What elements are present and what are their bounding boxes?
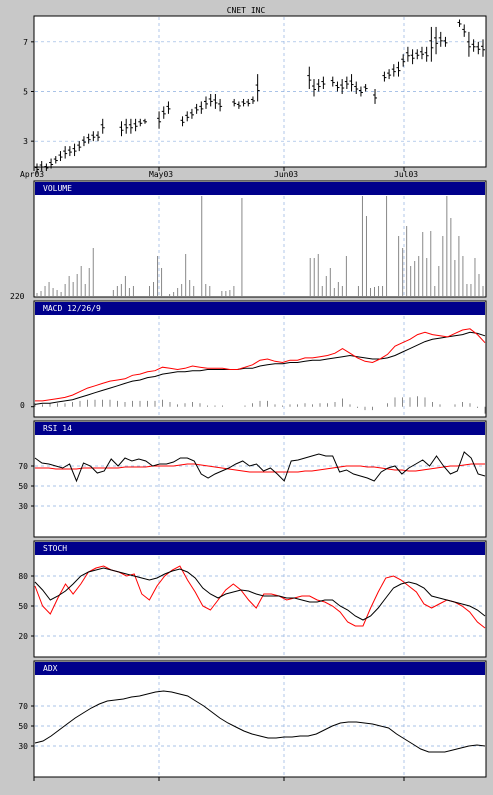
stoch-grid xyxy=(35,556,485,656)
chart-title: CNET INC xyxy=(227,6,266,15)
adx-panel: ADX 30 50 70 xyxy=(18,660,487,781)
y-tick-label: 20 xyxy=(18,632,28,641)
x-tick-label: Apr03 xyxy=(20,170,44,179)
y-tick-label: 30 xyxy=(18,502,28,511)
stoch-y-ticks: 20 50 80 xyxy=(18,572,34,641)
macd-header xyxy=(35,302,485,315)
rsi-line xyxy=(34,451,486,483)
macd-panel: MACD 12/26/9 0 xyxy=(20,300,487,418)
price-y-ticks: 3 5 7 xyxy=(23,38,34,146)
rsi-header xyxy=(35,422,485,435)
volume-panel: VOLUME 220 xyxy=(10,180,487,301)
macd-y-label: 0 xyxy=(20,401,25,410)
price-bars xyxy=(35,19,485,174)
y-tick-label: 70 xyxy=(18,702,28,711)
adx-label: ADX xyxy=(43,664,58,673)
volume-bars xyxy=(36,196,484,296)
volume-label: VOLUME xyxy=(43,184,72,193)
y-tick-label: 3 xyxy=(23,137,28,146)
volume-y-label: 220 xyxy=(10,292,25,301)
macd-line xyxy=(35,328,486,402)
rsi-grid xyxy=(35,436,485,536)
x-tick-label: May03 xyxy=(149,170,173,179)
rsi-panel: RSI 14 30 50 70 xyxy=(18,420,487,538)
stoch-label: STOCH xyxy=(43,544,67,553)
y-tick-label: 50 xyxy=(18,722,28,731)
y-tick-label: 80 xyxy=(18,572,28,581)
macd-signal-line xyxy=(34,331,486,405)
y-tick-label: 70 xyxy=(18,462,28,471)
stoch-d-line xyxy=(34,567,486,621)
y-tick-label: 50 xyxy=(18,602,28,611)
rsi-y-ticks: 30 50 70 xyxy=(18,462,34,511)
macd-grid xyxy=(31,316,405,416)
y-tick-label: 30 xyxy=(18,742,28,751)
volume-grid xyxy=(158,196,405,296)
adx-grid xyxy=(33,676,485,781)
adx-header xyxy=(35,662,485,675)
x-axis-labels: Apr03 May03 Jun03 Jul03 xyxy=(20,167,418,179)
stoch-header xyxy=(35,542,485,555)
stoch-panel: STOCH 20 50 80 xyxy=(18,540,487,658)
x-tick-label: Jul03 xyxy=(394,170,418,179)
rsi-label: RSI 14 xyxy=(43,424,72,433)
adx-y-ticks: 30 50 70 xyxy=(18,702,34,751)
x-tick-label: Jun03 xyxy=(274,170,298,179)
adx-line xyxy=(34,690,486,753)
macd-histogram xyxy=(34,396,486,414)
y-tick-label: 50 xyxy=(18,482,28,491)
rsi-average-line xyxy=(35,463,485,473)
price-panel: 3 5 7 Apr03 May03 Jun03 Jul03 xyxy=(20,15,487,179)
volume-header xyxy=(35,182,485,195)
macd-label: MACD 12/26/9 xyxy=(43,304,101,313)
y-tick-label: 5 xyxy=(23,88,28,97)
price-grid xyxy=(35,17,485,166)
y-tick-label: 7 xyxy=(23,38,28,47)
